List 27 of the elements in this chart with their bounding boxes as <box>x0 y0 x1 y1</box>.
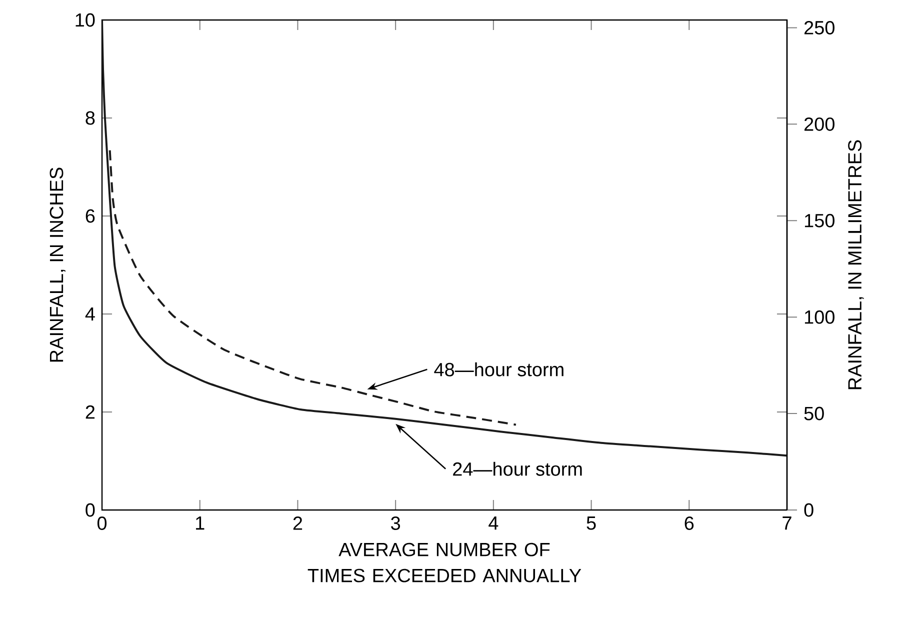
y2-tick-label: 200 <box>804 117 834 131</box>
x-tick-label: 3 <box>391 516 400 530</box>
y-tick-label: 6 <box>86 209 95 223</box>
y-tick-label: 2 <box>86 405 95 419</box>
y-tick-label: 10 <box>76 13 95 27</box>
y-axis-title: RAINFALL, IN INCHES <box>50 168 66 362</box>
series-label: 48—hour storm <box>434 362 564 376</box>
line-series <box>108 149 517 426</box>
y2-tick-label: 100 <box>804 310 834 324</box>
x-tick-label: 0 <box>97 516 107 530</box>
y-tick-label: 8 <box>86 111 95 125</box>
x-tick-label: 2 <box>293 516 302 530</box>
y2-tick-label: 250 <box>804 20 834 34</box>
line-series <box>102 20 787 457</box>
series-label: 24—hour storm <box>453 462 582 476</box>
x-tick-label: 4 <box>488 516 498 530</box>
x-axis-title: AVERAGE NUMBER OF TIMES EXCEEDED ANNUALLY <box>308 542 582 582</box>
y2-tick-label: 0 <box>804 503 814 517</box>
x-tick-label: 5 <box>586 516 596 530</box>
y-tick-label: 0 <box>86 503 95 517</box>
y-tick-label: 4 <box>85 307 95 321</box>
x-tick-label: 6 <box>684 516 694 530</box>
y2-axis-title: RAINFALL, IN MILLIMETRES <box>848 140 864 390</box>
x-tick-label: 7 <box>782 516 792 530</box>
y2-tick-label: 150 <box>804 214 834 228</box>
y2-tick-label: 50 <box>804 406 824 420</box>
x-tick-label: 1 <box>196 516 204 530</box>
